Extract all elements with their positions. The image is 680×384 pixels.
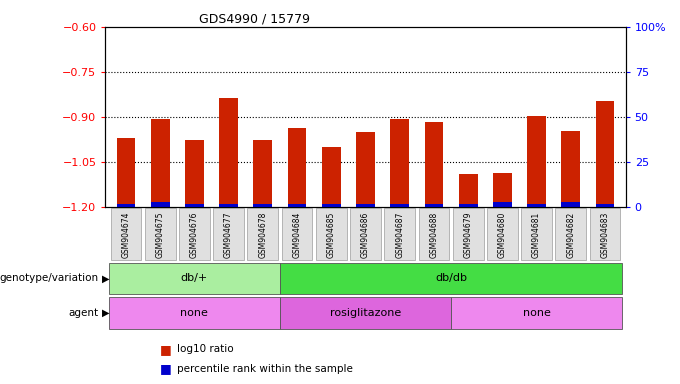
Bar (288, 127, 307, 207)
FancyBboxPatch shape (451, 297, 622, 328)
Bar (562, 131, 580, 207)
Text: ▶: ▶ (102, 308, 109, 318)
Bar (424, 122, 443, 207)
Text: log10 ratio: log10 ratio (177, 344, 233, 354)
Bar (390, 204, 409, 207)
Bar (390, 119, 409, 207)
FancyBboxPatch shape (179, 209, 210, 260)
Text: GSM904687: GSM904687 (395, 212, 404, 258)
Text: ■: ■ (160, 362, 171, 376)
Bar (116, 138, 135, 207)
Text: none: none (523, 308, 551, 318)
FancyBboxPatch shape (316, 209, 347, 260)
Bar (493, 173, 512, 207)
Text: GSM904675: GSM904675 (156, 212, 165, 258)
Bar (116, 204, 135, 207)
Text: GSM904688: GSM904688 (430, 212, 439, 258)
FancyBboxPatch shape (453, 209, 483, 260)
Text: GSM904674: GSM904674 (122, 212, 131, 258)
Text: percentile rank within the sample: percentile rank within the sample (177, 364, 353, 374)
Bar (185, 140, 204, 207)
FancyBboxPatch shape (248, 209, 278, 260)
Bar (527, 116, 546, 207)
Bar (459, 174, 477, 207)
FancyBboxPatch shape (419, 209, 449, 260)
FancyBboxPatch shape (109, 297, 280, 328)
FancyBboxPatch shape (521, 209, 552, 260)
FancyBboxPatch shape (214, 209, 244, 260)
Bar (459, 204, 477, 207)
FancyBboxPatch shape (280, 297, 451, 328)
Text: ■: ■ (160, 343, 171, 356)
Text: GSM904684: GSM904684 (292, 212, 301, 258)
Bar (219, 204, 238, 207)
Bar (185, 204, 204, 207)
Bar (254, 204, 272, 207)
Text: db/db: db/db (435, 273, 467, 283)
Text: none: none (180, 308, 208, 318)
Bar (493, 202, 512, 207)
Text: GSM904676: GSM904676 (190, 212, 199, 258)
Bar (527, 204, 546, 207)
Bar (219, 98, 238, 207)
FancyBboxPatch shape (109, 263, 280, 294)
Text: GSM904682: GSM904682 (566, 212, 575, 258)
Bar (596, 204, 615, 207)
Text: GSM904678: GSM904678 (258, 212, 267, 258)
Bar (322, 147, 341, 207)
Bar (356, 132, 375, 207)
Text: GDS4990 / 15779: GDS4990 / 15779 (199, 13, 310, 26)
Text: ▶: ▶ (102, 273, 109, 283)
Text: GSM904681: GSM904681 (532, 212, 541, 258)
Bar (424, 204, 443, 207)
FancyBboxPatch shape (111, 209, 141, 260)
Text: GSM904686: GSM904686 (361, 212, 370, 258)
Text: db/+: db/+ (181, 273, 208, 283)
Text: GSM904683: GSM904683 (600, 212, 609, 258)
Bar (356, 204, 375, 207)
Text: GSM904685: GSM904685 (327, 212, 336, 258)
Bar (151, 119, 169, 207)
FancyBboxPatch shape (384, 209, 415, 260)
Bar (562, 202, 580, 207)
FancyBboxPatch shape (556, 209, 586, 260)
FancyBboxPatch shape (282, 209, 312, 260)
FancyBboxPatch shape (487, 209, 517, 260)
Text: GSM904677: GSM904677 (224, 212, 233, 258)
Bar (254, 140, 272, 207)
Bar (151, 202, 169, 207)
FancyBboxPatch shape (280, 263, 622, 294)
FancyBboxPatch shape (145, 209, 175, 260)
Text: agent: agent (69, 308, 99, 318)
Bar (288, 204, 307, 207)
Text: GSM904679: GSM904679 (464, 212, 473, 258)
FancyBboxPatch shape (590, 209, 620, 260)
Text: GSM904680: GSM904680 (498, 212, 507, 258)
Bar (596, 101, 615, 207)
Text: rosiglitazone: rosiglitazone (330, 308, 401, 318)
Text: genotype/variation: genotype/variation (0, 273, 99, 283)
Bar (322, 204, 341, 207)
FancyBboxPatch shape (350, 209, 381, 260)
